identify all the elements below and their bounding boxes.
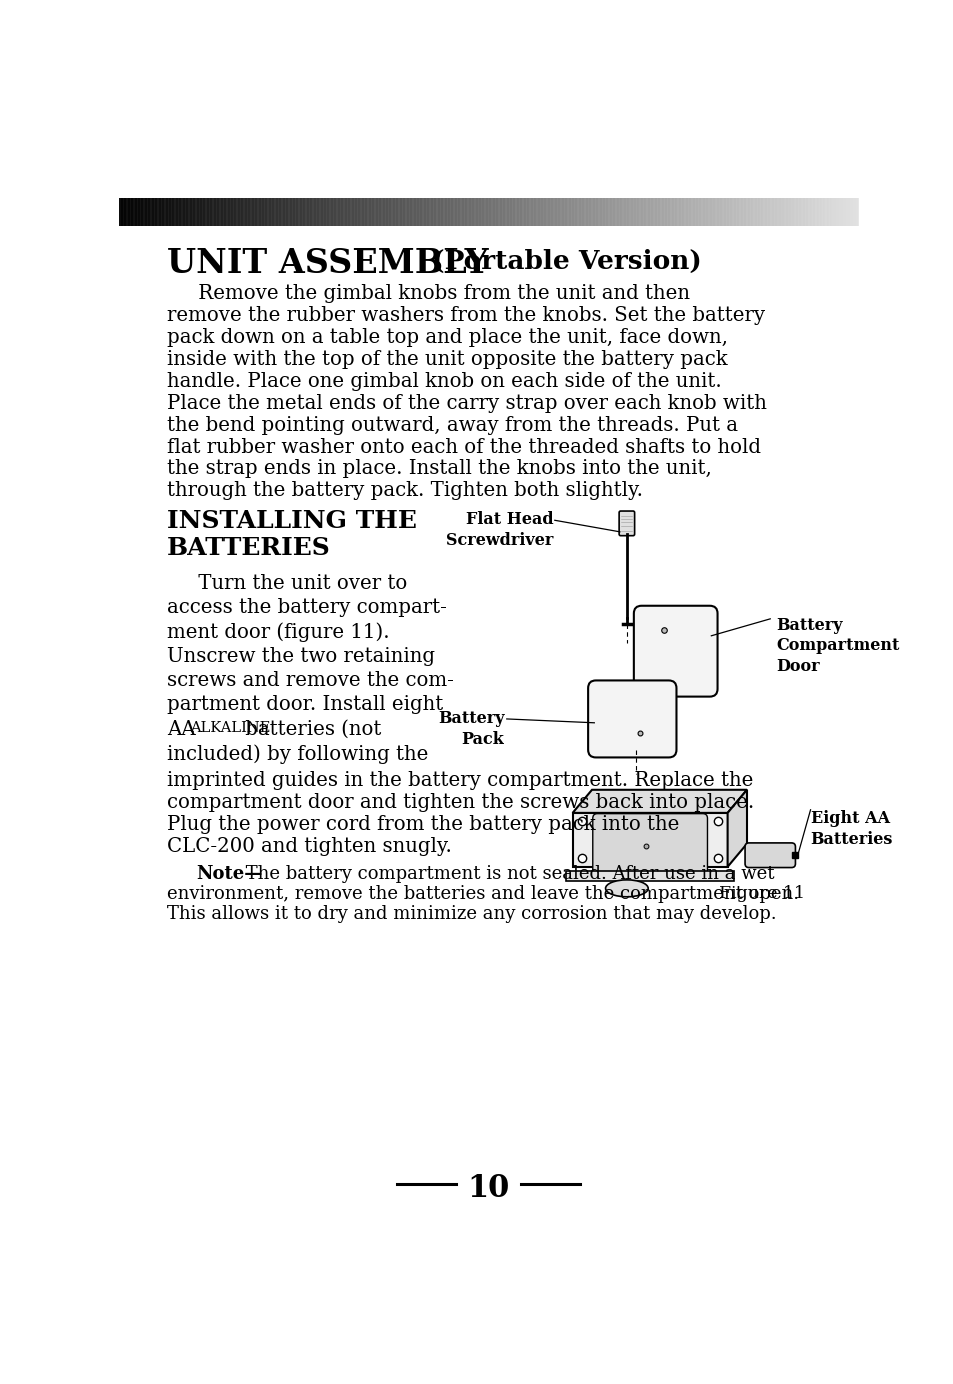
Text: screws and remove the com-: screws and remove the com- (167, 671, 454, 691)
Text: Figure 11: Figure 11 (719, 886, 804, 902)
Text: included) by following the: included) by following the (167, 745, 428, 764)
Text: Battery
Compartment
Door: Battery Compartment Door (776, 616, 899, 675)
Text: pack down on a table top and place the unit, face down,: pack down on a table top and place the u… (167, 328, 727, 347)
Text: batteries (not: batteries (not (239, 720, 381, 739)
Text: UNIT ASSEMBLY: UNIT ASSEMBLY (167, 246, 488, 280)
Text: the strap ends in place. Install the knobs into the unit,: the strap ends in place. Install the kno… (167, 459, 712, 479)
Text: the bend pointing outward, away from the threads. Put a: the bend pointing outward, away from the… (167, 415, 738, 435)
Text: ment door (figure 11).: ment door (figure 11). (167, 623, 390, 642)
FancyBboxPatch shape (592, 814, 707, 879)
Text: Flat Head
Screwdriver: Flat Head Screwdriver (445, 511, 553, 549)
Text: Remove the gimbal knobs from the unit and then: Remove the gimbal knobs from the unit an… (167, 284, 690, 303)
FancyBboxPatch shape (587, 681, 676, 757)
FancyBboxPatch shape (633, 606, 717, 696)
Text: Note—: Note— (196, 865, 263, 883)
Text: BATTERIES: BATTERIES (167, 537, 331, 561)
Polygon shape (572, 790, 746, 812)
Text: inside with the top of the unit opposite the battery pack: inside with the top of the unit opposite… (167, 350, 727, 368)
Text: ALKALINE: ALKALINE (191, 721, 271, 735)
Text: Eight AA
Batteries: Eight AA Batteries (810, 810, 892, 847)
Text: Plug the power cord from the battery pack into the: Plug the power cord from the battery pac… (167, 815, 679, 835)
Text: imprinted guides in the battery compartment. Replace the: imprinted guides in the battery compartm… (167, 771, 753, 790)
Text: compartment door and tighten the screws back into place.: compartment door and tighten the screws … (167, 793, 754, 812)
Text: (Portable Version): (Portable Version) (422, 249, 701, 274)
Text: INSTALLING THE: INSTALLING THE (167, 509, 416, 533)
Text: remove the rubber washers from the knobs. Set the battery: remove the rubber washers from the knobs… (167, 306, 764, 325)
Text: partment door. Install eight: partment door. Install eight (167, 695, 443, 714)
Text: The battery compartment is not sealed. After use in a wet: The battery compartment is not sealed. A… (240, 865, 774, 883)
Text: 10: 10 (467, 1174, 510, 1204)
Text: Battery
Pack: Battery Pack (437, 710, 504, 747)
Text: access the battery compart-: access the battery compart- (167, 598, 447, 617)
FancyBboxPatch shape (618, 511, 634, 536)
Text: Unscrew the two retaining: Unscrew the two retaining (167, 646, 435, 666)
Text: flat rubber washer onto each of the threaded shafts to hold: flat rubber washer onto each of the thre… (167, 437, 760, 457)
Text: Turn the unit over to: Turn the unit over to (167, 574, 407, 594)
FancyBboxPatch shape (744, 843, 795, 868)
Text: through the battery pack. Tighten both slightly.: through the battery pack. Tighten both s… (167, 482, 642, 501)
Text: This allows it to dry and minimize any corrosion that may develop.: This allows it to dry and minimize any c… (167, 905, 776, 923)
Polygon shape (572, 812, 727, 866)
Text: Place the metal ends of the carry strap over each knob with: Place the metal ends of the carry strap … (167, 393, 766, 412)
Ellipse shape (605, 880, 647, 897)
Text: handle. Place one gimbal knob on each side of the unit.: handle. Place one gimbal knob on each si… (167, 372, 721, 390)
Polygon shape (566, 871, 733, 880)
Text: environment, remove the batteries and leave the compartment open.: environment, remove the batteries and le… (167, 886, 799, 904)
Polygon shape (727, 790, 746, 866)
Text: CLC-200 and tighten snugly.: CLC-200 and tighten snugly. (167, 837, 452, 857)
Text: AA: AA (167, 720, 202, 739)
